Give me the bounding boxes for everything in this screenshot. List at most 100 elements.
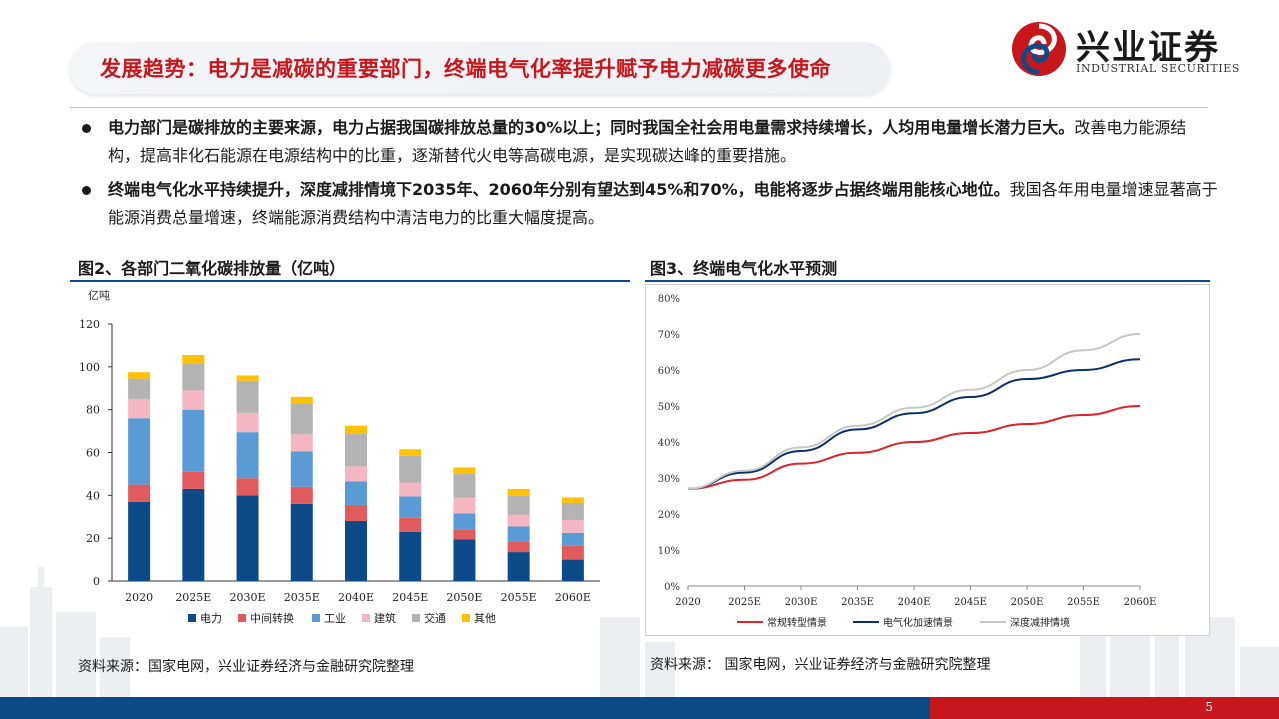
legend-swatch [412, 614, 420, 622]
bar-segment [453, 513, 476, 530]
bullet-bold-text: 终端电气化水平持续提升，深度减排情境下2035年、2060年分别有望达到45%和… [108, 180, 1010, 199]
logo-swirl-icon [1012, 22, 1066, 76]
y-tick-label: 10% [658, 546, 680, 557]
bar-segment [128, 372, 151, 379]
bullet-item: 终端电气化水平持续提升，深度减排情境下2035年、2060年分别有望达到45%和… [78, 176, 1218, 232]
bar-segment [290, 434, 313, 452]
figure-3-source: 资料来源： 国家电网，兴业证券经济与金融研究院整理 [650, 657, 991, 673]
bar-segment [453, 467, 476, 474]
x-tick-label: 2020 [675, 597, 700, 608]
y-tick-label: 20 [86, 532, 100, 545]
x-tick-label: 2020 [125, 591, 153, 604]
y-tick-label: 40% [658, 438, 680, 449]
legend-label: 工业 [324, 612, 346, 625]
bar-segment [507, 488, 530, 496]
series-line [687, 358, 1141, 490]
footer-red-band: 5 [930, 697, 1279, 719]
legend-label: 常规转型情景 [767, 616, 827, 629]
x-tick-label: 2025E [728, 597, 761, 608]
bar-segment [507, 495, 530, 515]
x-tick-label: 2060E [1124, 597, 1157, 608]
legend-label: 深度减排情境 [1010, 616, 1070, 629]
bar-segment [561, 545, 584, 560]
x-tick-label: 2035E [284, 591, 320, 604]
electrification-line-chart: 0% 10% 20% 30% 40% 50% 60% 70% 80% 2020 2025E 2030E… [645, 284, 1210, 636]
legend-swatch [312, 614, 320, 622]
bar-segment [236, 412, 259, 433]
x-tick-label: 2040E [898, 597, 931, 608]
bar-segment [182, 488, 205, 581]
emissions-bar-chart: 亿吨 0 20 40 60 80 100 120 2020 2025E 2030E 2035E 2040… [70, 284, 630, 636]
x-tick-label: 2030E [785, 597, 818, 608]
company-logo: 兴业证券 INDUSTRIAL SECURITIES [1010, 18, 1260, 78]
bar-segment [453, 497, 476, 514]
y-tick-label: 70% [658, 330, 680, 341]
bar-segment [399, 455, 422, 483]
legend-swatch [362, 614, 370, 622]
legend-label: 中间转换 [250, 611, 294, 625]
bar-segment [453, 473, 476, 498]
bar-segment [345, 481, 367, 505]
legend-label: 交通 [424, 611, 446, 625]
bullet-text: 我国各年用电量增速显著高于能源消费总量增速，终端能源消费结构中清洁电力的比重大幅… [108, 180, 1218, 227]
page-number: 5 [1205, 700, 1213, 714]
bullet-list: 电力部门是碳排放的主要来源，电力占据我国碳排放总量的30%以上；同时我国全社会用… [78, 114, 1218, 238]
bar-segment [128, 378, 151, 399]
bullet-text: 改善电力能源结构，提高非化石能源在电源结构中的比重，逐渐替代火电等高碳电源，是实… [108, 118, 1187, 165]
legend-swatch [188, 614, 196, 622]
bullet-dot-icon [82, 186, 91, 195]
y-axis-unit-label: 亿吨 [88, 289, 110, 302]
bullet-bold-text: 电力部门是碳排放的主要来源，电力占据我国碳排放总量的30%以上；同时我国全社会用… [108, 118, 1075, 137]
x-tick-label: 2050E [1011, 597, 1044, 608]
bar-segment [345, 466, 367, 482]
bar-segment [182, 355, 205, 364]
x-tick-label: 2030E [230, 591, 266, 604]
bar-segment [290, 486, 313, 504]
y-tick-label: 80% [658, 294, 680, 305]
bar-segment [128, 501, 151, 581]
bar-segment [399, 517, 422, 532]
bar-segment [561, 502, 584, 520]
x-tick-label: 2025E [175, 591, 211, 604]
y-tick-label: 0% [664, 582, 680, 593]
bar-segment [236, 432, 259, 479]
bar-segment [182, 363, 205, 391]
bar-segment [290, 403, 313, 435]
bar-segment [290, 503, 313, 581]
bar-segment [182, 390, 205, 410]
bar-segment [345, 521, 367, 581]
bar-segment [128, 484, 151, 502]
bar-segment [453, 529, 476, 540]
bar-segment [561, 559, 584, 581]
bar-segment [182, 471, 205, 489]
bar-segment [236, 478, 259, 496]
bar-segment [507, 541, 530, 553]
x-tick-label: 2045E [392, 591, 428, 604]
footer-blue-band [0, 697, 930, 719]
x-tick-label: 2035E [841, 597, 874, 608]
bullet-dot-icon [82, 124, 91, 133]
bar-segment [399, 482, 422, 497]
y-tick-label: 60% [658, 366, 680, 377]
legend-swatch [462, 614, 470, 622]
slide-title-banner: 发展趋势：电力是减碳的重要部门，终端电气化率提升赋予电力减碳更多使命 [70, 42, 890, 94]
bar-segment [236, 495, 259, 581]
bar-segment [399, 496, 422, 518]
bar-segment [453, 539, 476, 581]
header-divider [70, 107, 1208, 108]
legend-label: 其他 [474, 612, 496, 625]
bar-segment [561, 532, 584, 546]
bar-segment [236, 380, 259, 413]
footer-bar: 5 [0, 697, 1279, 719]
legend-swatch [238, 614, 246, 622]
x-tick-label: 2045E [954, 597, 987, 608]
y-tick-label: 100 [79, 361, 100, 374]
bar-segment [507, 552, 530, 581]
bar-segment [290, 451, 313, 487]
y-tick-label: 40 [86, 489, 100, 502]
figure-3-title: 图3、终端电气化水平预测 [650, 259, 838, 278]
slide-title: 发展趋势：电力是减碳的重要部门，终端电气化率提升赋予电力减碳更多使命 [100, 57, 831, 81]
y-tick-label: 0 [93, 575, 100, 588]
legend-label: 建筑 [374, 611, 396, 625]
electrification-line-chart-svg: 0% 10% 20% 30% 40% 50% 60% 70% 80% 2020 2025E 2030E… [645, 284, 1210, 636]
